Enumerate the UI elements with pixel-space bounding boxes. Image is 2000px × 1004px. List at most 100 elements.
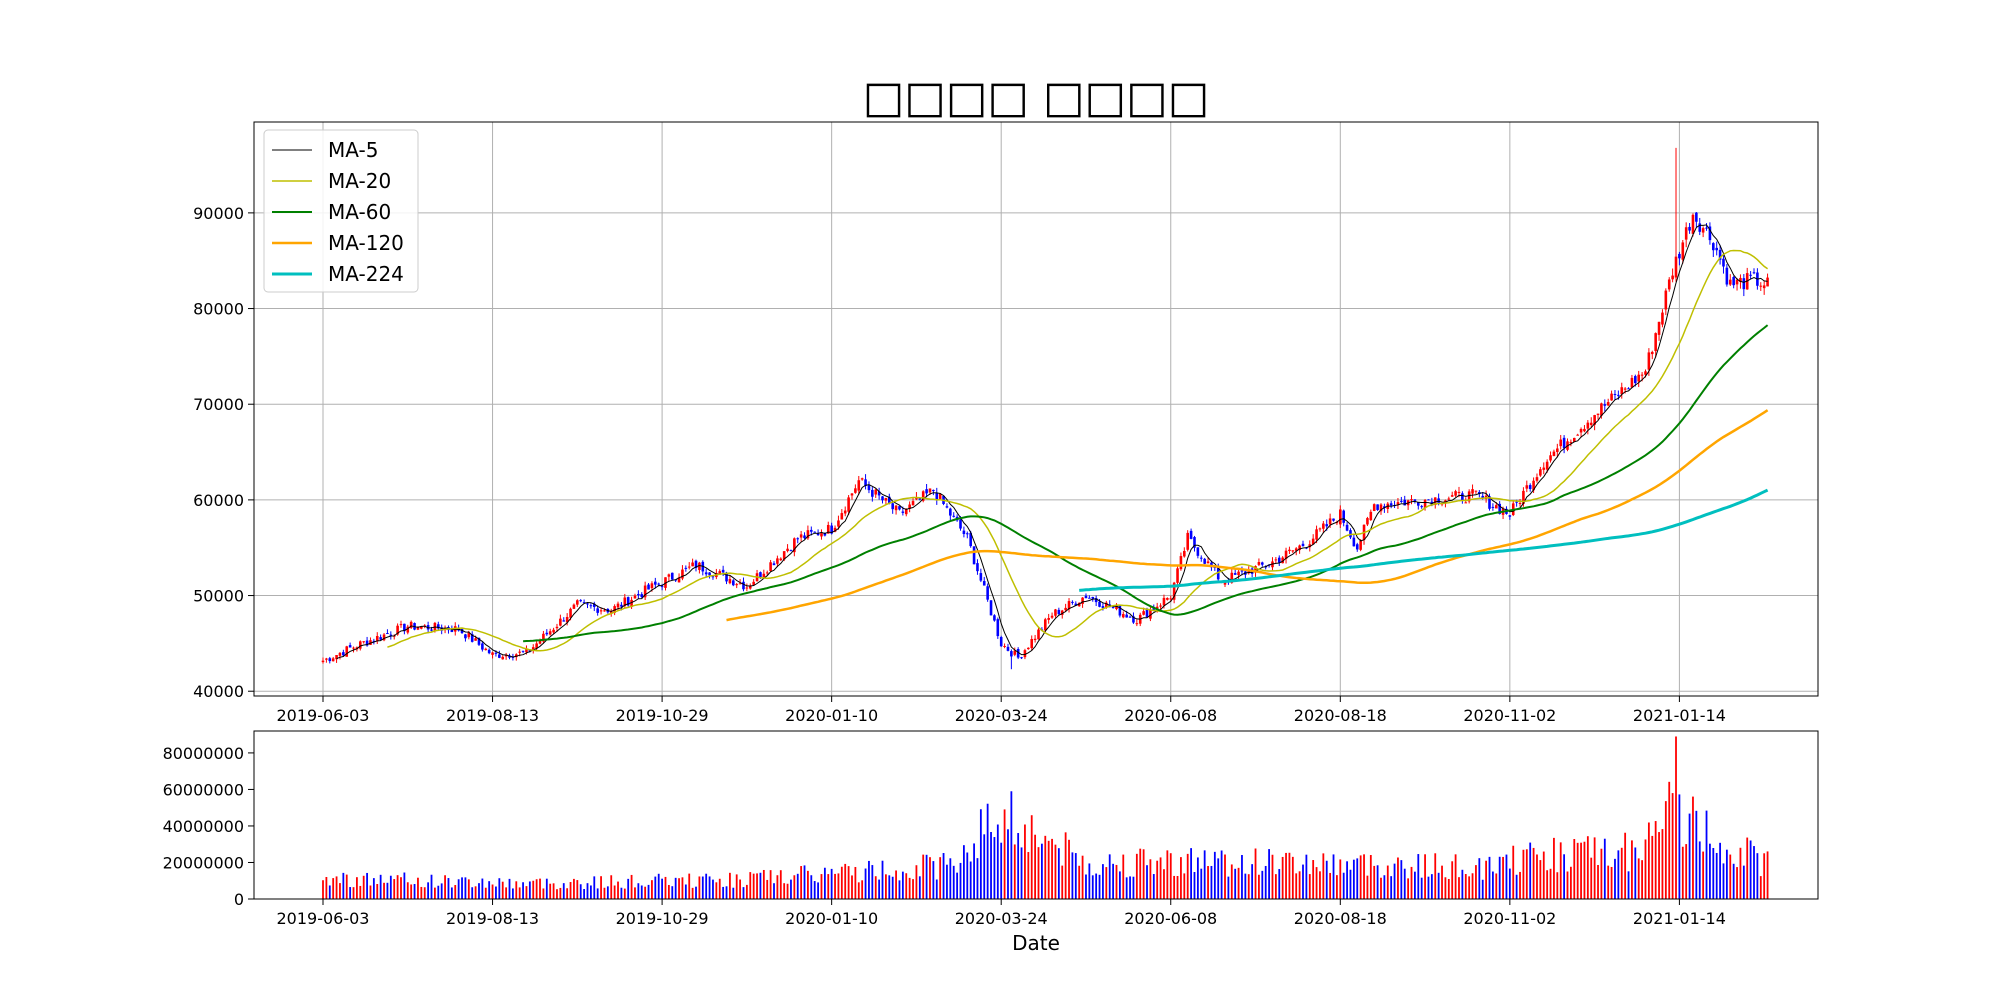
volume-bar xyxy=(1319,871,1321,899)
candle-body xyxy=(1369,511,1373,521)
candle-body xyxy=(698,562,701,570)
volume-bar xyxy=(1095,873,1098,899)
candle-body xyxy=(772,563,776,566)
candle-body xyxy=(1257,562,1261,565)
volume-bar xyxy=(400,877,402,899)
volume-bar xyxy=(732,887,735,899)
volume-bar xyxy=(885,874,887,899)
volume-bar xyxy=(1709,843,1711,899)
volume-bar xyxy=(698,876,701,899)
volume-bar xyxy=(1705,810,1708,899)
volume-bar xyxy=(1078,865,1081,899)
candle-body xyxy=(1732,277,1735,286)
volume-bar xyxy=(1132,876,1135,899)
volume-bar xyxy=(871,865,874,899)
volume-bar xyxy=(1502,856,1504,899)
candle-body xyxy=(1481,495,1485,499)
candle-body xyxy=(1457,491,1461,493)
volume-bar xyxy=(1173,875,1176,899)
volume-bar xyxy=(695,886,697,899)
ma-line-ma-5 xyxy=(336,224,1768,660)
candle-body xyxy=(796,538,800,540)
candle-body xyxy=(1593,415,1596,425)
volume-bar xyxy=(1203,850,1206,899)
candle-body xyxy=(1701,228,1705,233)
volume-bar xyxy=(705,873,708,899)
volume-bar xyxy=(1661,829,1664,899)
price-plot-area xyxy=(254,122,1818,696)
volume-bar xyxy=(1464,874,1467,899)
volume-bar xyxy=(929,857,931,899)
legend-label-ma-5: MA-5 xyxy=(328,138,378,162)
candle-body xyxy=(609,610,613,613)
volume-bar xyxy=(579,884,582,899)
candle-body xyxy=(1010,651,1013,657)
candle-body xyxy=(1708,226,1712,241)
candle-body xyxy=(1752,272,1756,274)
candle-body xyxy=(1528,485,1532,489)
volume-bar xyxy=(742,887,745,899)
candle-body xyxy=(816,533,820,536)
volume-bar xyxy=(667,884,670,899)
candle-body xyxy=(1715,247,1719,251)
volume-bar xyxy=(769,870,772,899)
candle-body xyxy=(1318,528,1322,530)
volume-bar xyxy=(1620,847,1623,899)
volume-bar xyxy=(851,875,853,899)
candle-body xyxy=(732,580,735,586)
candle-body xyxy=(1532,480,1535,491)
volume-bar xyxy=(528,881,531,899)
candle-body xyxy=(1549,455,1552,461)
volume-bar xyxy=(1186,853,1189,899)
candle-body xyxy=(399,624,403,626)
candle-body xyxy=(1020,657,1023,659)
volume-bar xyxy=(332,878,335,899)
candle-body xyxy=(386,633,389,635)
volume-bar xyxy=(1512,845,1515,899)
candle-body xyxy=(969,532,972,547)
volume-bar xyxy=(1766,851,1769,899)
candle-body xyxy=(1183,550,1186,557)
candle-body xyxy=(952,515,956,517)
volume-bar xyxy=(420,886,423,899)
volume-bar xyxy=(545,878,548,899)
volume-bar xyxy=(671,886,674,899)
candle-body xyxy=(789,550,793,552)
candle-body xyxy=(470,634,474,642)
candle-body xyxy=(1132,616,1135,623)
volume-bar xyxy=(322,880,324,899)
candle-body xyxy=(935,492,939,501)
candle-body xyxy=(545,632,549,635)
candle-body xyxy=(1389,503,1393,506)
volume-bar xyxy=(1658,832,1660,899)
candle-body xyxy=(681,569,684,579)
volume-bar xyxy=(573,878,575,899)
volume-bar xyxy=(674,877,677,899)
volume-bar xyxy=(342,872,345,899)
candle-body xyxy=(1149,609,1152,619)
candle-body xyxy=(847,497,850,512)
candle-body xyxy=(518,651,521,653)
candle-body xyxy=(552,629,555,633)
candle-body xyxy=(949,508,952,516)
price-x-tick-label-0: 2019-06-03 xyxy=(277,706,370,725)
volume-bar xyxy=(1566,871,1569,899)
volume-y-tick-label-4: 80000000 xyxy=(163,744,244,763)
candle-body xyxy=(1328,518,1332,525)
volume-bar xyxy=(1013,844,1016,899)
volume-bar xyxy=(1532,847,1535,899)
volume-bar xyxy=(1525,849,1528,899)
candle-body xyxy=(1027,647,1030,650)
volume-bar xyxy=(1515,874,1518,899)
volume-bar xyxy=(749,872,752,899)
volume-bar xyxy=(1135,853,1138,899)
candle-body xyxy=(1681,242,1685,260)
volume-bar xyxy=(589,885,592,899)
candle-body xyxy=(406,626,410,633)
volume-bar xyxy=(1583,841,1586,899)
candle-body xyxy=(670,572,674,580)
volume-bar xyxy=(762,869,765,899)
candle-body xyxy=(1047,617,1050,620)
volume-bar xyxy=(1437,872,1440,899)
candle-body xyxy=(1589,422,1593,426)
